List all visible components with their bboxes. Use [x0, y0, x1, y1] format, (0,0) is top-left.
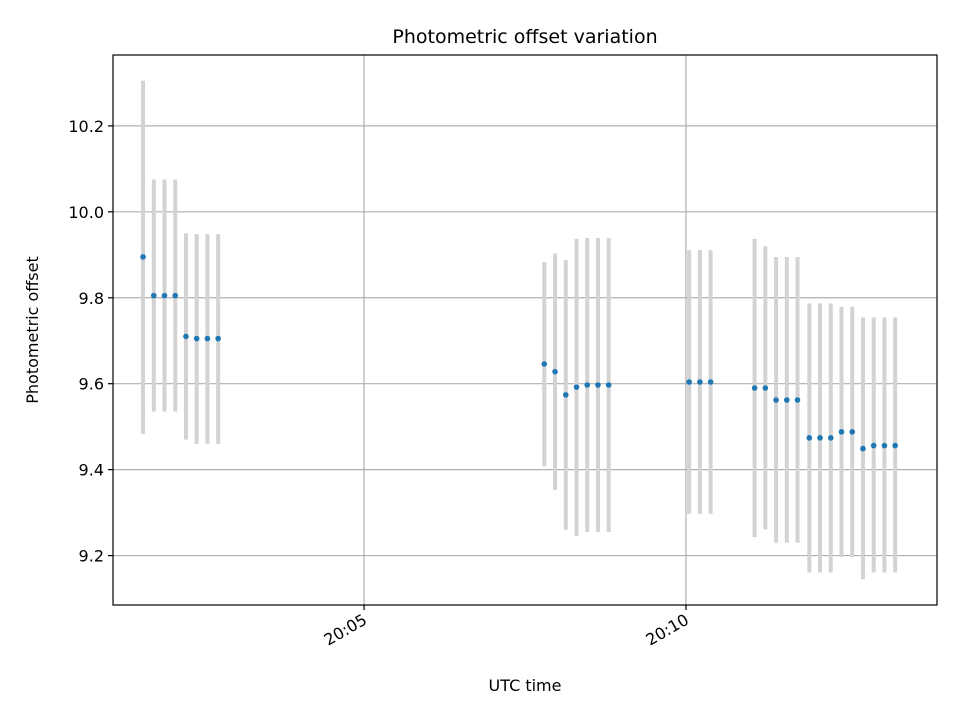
data-point: [562, 392, 569, 398]
data-point: [584, 382, 591, 388]
x-axis-label: UTC time: [489, 676, 562, 695]
point-layer: [140, 254, 898, 452]
data-point: [193, 335, 200, 342]
data-point: [172, 292, 179, 299]
data-point: [605, 382, 612, 388]
data-point: [573, 384, 580, 390]
data-point: [751, 385, 758, 391]
data-point: [860, 445, 866, 452]
y-tick-label: 9.4: [79, 461, 104, 480]
data-point: [161, 292, 168, 299]
data-point: [892, 442, 898, 449]
data-point: [849, 429, 856, 435]
data-point: [697, 379, 703, 385]
data-point: [686, 379, 692, 385]
data-point: [762, 385, 769, 391]
y-tick-label: 9.2: [79, 547, 104, 566]
y-tick-label: 10.0: [68, 203, 104, 222]
data-point: [204, 335, 211, 342]
data-point: [806, 435, 813, 441]
grid-layer: [113, 55, 937, 605]
plot-frame: [112, 54, 938, 606]
data-point: [215, 335, 221, 342]
chart-title: Photometric offset variation: [392, 26, 657, 48]
data-point: [707, 379, 714, 385]
data-point: [838, 429, 845, 435]
y-tick-label: 9.8: [79, 289, 104, 308]
data-point: [817, 435, 823, 441]
y-tick-label: 10.2: [68, 117, 104, 136]
data-point: [870, 442, 877, 449]
data-point: [827, 435, 834, 441]
data-point: [140, 254, 146, 260]
y-axis-label: Photometric offset: [23, 256, 42, 404]
data-point: [773, 397, 779, 403]
data-point: [595, 382, 601, 388]
data-point: [881, 442, 888, 449]
y-tick-label: 9.6: [79, 375, 104, 394]
data-point: [150, 292, 157, 299]
data-point: [541, 361, 548, 367]
data-point: [783, 397, 790, 403]
data-point: [183, 333, 189, 340]
data-point: [794, 397, 801, 403]
data-point: [552, 368, 558, 375]
